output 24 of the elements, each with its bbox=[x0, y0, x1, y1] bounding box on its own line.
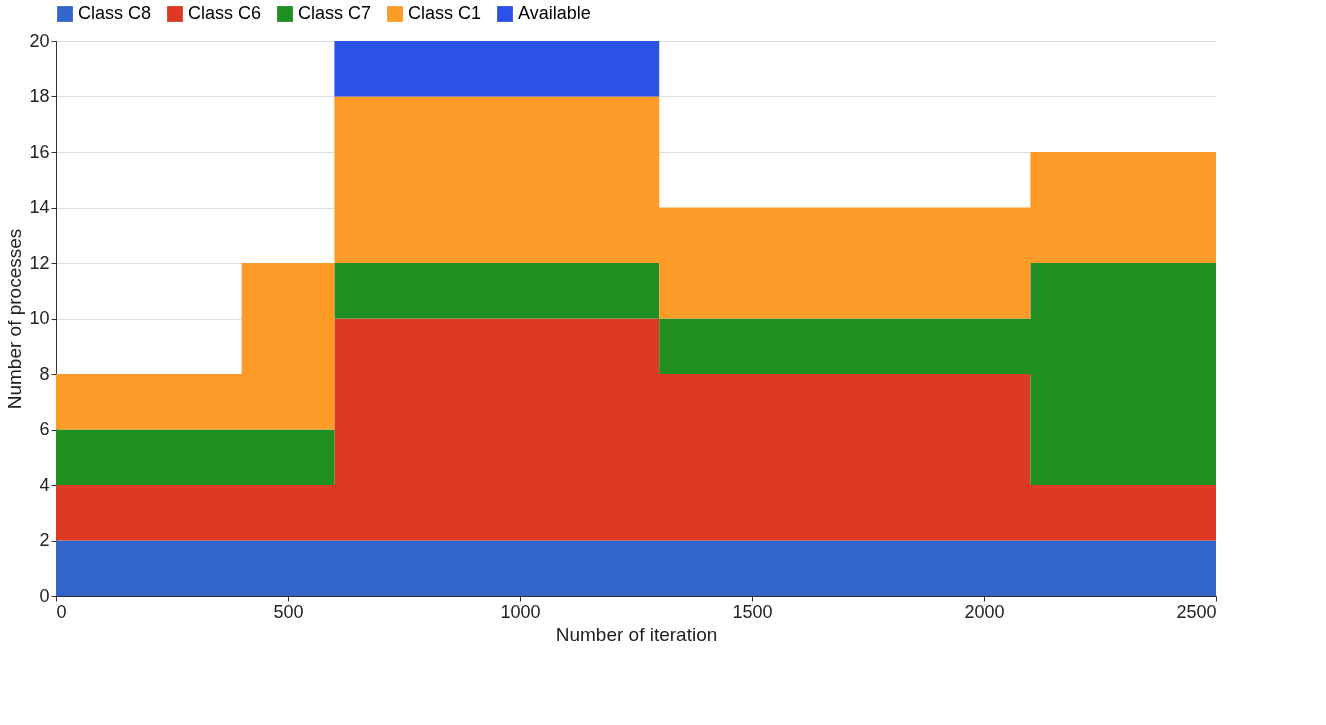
x-tick-label: 2000 bbox=[964, 601, 1005, 622]
x-tick-label: 1000 bbox=[500, 601, 541, 622]
x-tick-label: 2500 bbox=[1176, 601, 1217, 622]
legend-label: Class C6 bbox=[188, 3, 262, 23]
y-tick-label: 18 bbox=[29, 86, 50, 106]
y-tick-label: 16 bbox=[29, 141, 50, 162]
y-tick-label: 20 bbox=[29, 30, 50, 51]
legend-label: Class C1 bbox=[408, 3, 482, 23]
y-tick-label: 8 bbox=[39, 363, 50, 384]
x-axis-title: Number of iteration bbox=[555, 623, 718, 645]
x-tick-label: 500 bbox=[273, 601, 304, 622]
legend-label: Available bbox=[518, 3, 591, 23]
x-tick-label: 1500 bbox=[732, 601, 773, 622]
x-tick-label: 0 bbox=[56, 601, 67, 622]
legend-label: Class C8 bbox=[78, 3, 152, 23]
y-tick-label: 0 bbox=[39, 585, 50, 606]
y-tick-label: 14 bbox=[29, 197, 50, 217]
y-tick-label: 4 bbox=[39, 474, 50, 495]
y-tick-label: 6 bbox=[39, 419, 50, 439]
legend-label: Class C7 bbox=[298, 3, 372, 23]
y-tick-label: 10 bbox=[29, 308, 50, 328]
y-tick-label: 2 bbox=[39, 530, 50, 550]
y-axis-title: Number of processes bbox=[4, 228, 26, 410]
y-tick-label: 12 bbox=[29, 252, 50, 273]
